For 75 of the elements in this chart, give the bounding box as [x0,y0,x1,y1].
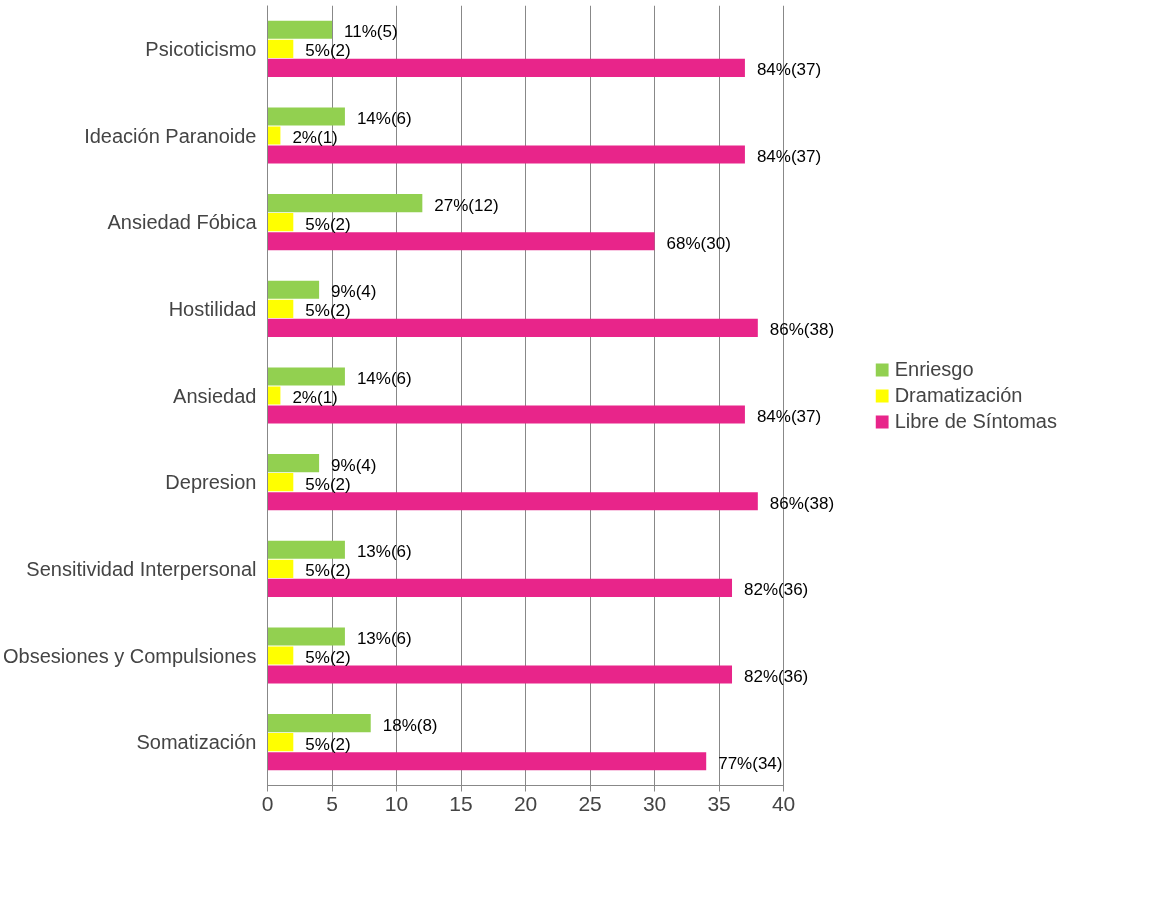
data-label: 14%(6) [356,368,412,388]
data-label: 77%(34) [718,753,783,773]
bar [267,578,733,597]
bar [267,280,320,299]
legend-label: Libre de Síntomas [894,409,1057,433]
x-tick-label: 20 [513,791,538,815]
data-label: 86%(38) [769,320,835,340]
data-label: 9%(4) [331,282,377,302]
data-label: 2%(1) [292,128,338,147]
bar [267,318,758,337]
bar [267,454,320,473]
y-tick-label: Hostilidad [168,297,257,320]
y-tick-label: Ideación Paranoide [84,124,257,147]
data-label: 5%(2) [305,214,351,234]
x-tick-label: 35 [707,791,731,815]
bar [267,405,745,424]
data-label: 84%(37) [756,407,822,427]
bar [267,473,294,492]
bar [267,367,345,386]
data-label: 5%(2) [305,301,351,321]
data-label: 68%(30) [666,233,731,253]
bar [267,107,345,126]
y-tick-label: Ansiedad Fóbica [107,211,258,234]
x-tick-label: 0 [261,791,274,815]
data-label: 5%(2) [305,734,351,754]
bar [267,20,333,39]
bar [267,559,294,578]
data-label: 9%(4) [331,455,377,475]
y-tick-label: Psicoticismo [145,37,257,60]
bar [267,540,345,559]
bar [267,299,294,318]
y-tick-label: Sensitividad Interpersonal [26,557,257,580]
legend-label: Enriesgo [894,357,974,381]
x-tick-label: 30 [642,791,667,815]
bar [267,752,707,771]
bar [267,714,371,733]
x-tick-label: 10 [384,791,409,815]
y-tick-label: Somatización [136,731,257,754]
x-tick-label: 15 [449,791,473,815]
bar [267,646,294,665]
legend-label: Dramatización [894,383,1023,407]
y-tick-label: Ansiedad [173,384,257,407]
data-label: 82%(36) [744,667,809,687]
x-tick-label: 5 [326,791,338,815]
data-label: 18%(8) [382,715,438,735]
data-label: 2%(1) [292,388,338,407]
data-label: 13%(6) [356,628,412,648]
data-label: 86%(38) [769,493,835,513]
bar [267,213,294,232]
bar [267,733,294,752]
y-tick-label: Obsesiones y Compulsiones [3,644,257,667]
data-label: 11%(5) [344,22,398,42]
data-label: 82%(36) [744,580,809,600]
x-tick-label: 40 [771,791,796,815]
data-label: 14%(6) [356,108,412,128]
data-label: 5%(2) [305,561,351,581]
data-label: 5%(2) [305,474,351,494]
bar [267,194,423,213]
bar [267,58,745,77]
data-label: 5%(2) [305,41,351,61]
bar [267,386,281,405]
bar [267,145,745,164]
data-label: 84%(37) [756,147,822,167]
data-label: 5%(2) [305,648,351,667]
bar [267,39,294,58]
y-tick-label: Depresion [165,471,257,494]
bar [267,126,281,145]
bar [267,665,733,684]
data-label: 84%(37) [756,60,822,80]
data-label: 13%(6) [356,542,412,562]
x-tick-label: 25 [578,791,602,815]
bar [267,232,655,251]
data-label: 27%(12) [434,195,499,215]
bar [267,627,345,646]
bar [267,492,758,511]
